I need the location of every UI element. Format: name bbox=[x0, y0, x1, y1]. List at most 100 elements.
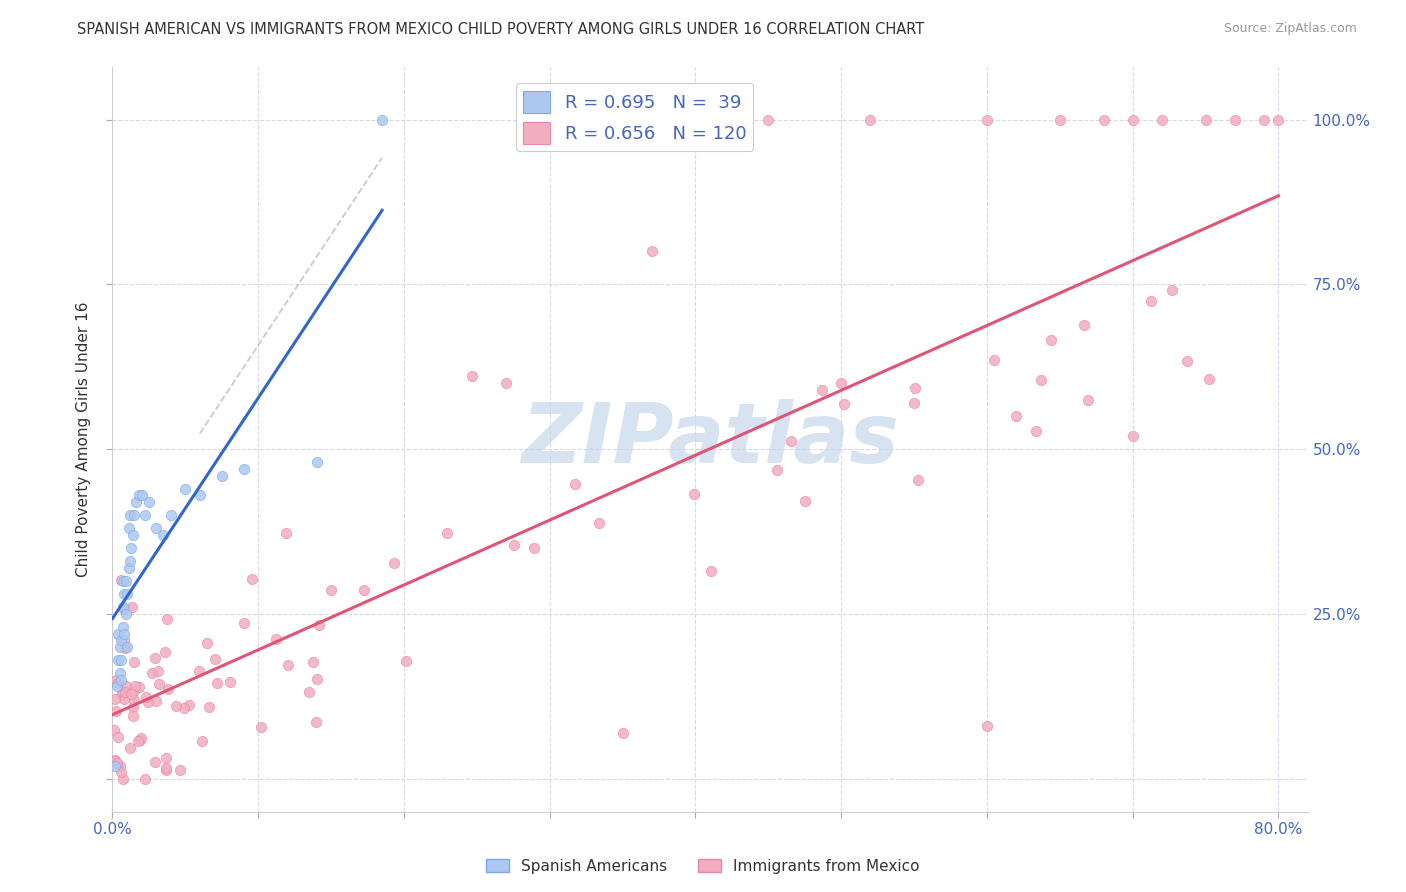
Point bbox=[134, 772, 156, 786]
Point bbox=[1040, 333, 1063, 347]
Point bbox=[114, 607, 136, 621]
Point bbox=[118, 740, 141, 755]
Point bbox=[242, 572, 264, 586]
Point bbox=[115, 587, 138, 601]
Point bbox=[174, 482, 197, 496]
Point bbox=[108, 666, 131, 681]
Point bbox=[188, 488, 211, 502]
Point bbox=[136, 694, 159, 708]
Point bbox=[301, 655, 323, 669]
Point bbox=[131, 488, 153, 502]
Point bbox=[811, 383, 834, 397]
Point bbox=[155, 764, 177, 778]
Point bbox=[232, 462, 254, 476]
Point bbox=[205, 675, 228, 690]
Y-axis label: Child Poverty Among Girls Under 16: Child Poverty Among Girls Under 16 bbox=[76, 301, 91, 577]
Point bbox=[103, 723, 125, 738]
Point bbox=[111, 687, 134, 701]
Point bbox=[1049, 112, 1071, 127]
Text: SPANISH AMERICAN VS IMMIGRANTS FROM MEXICO CHILD POVERTY AMONG GIRLS UNDER 16 CO: SPANISH AMERICAN VS IMMIGRANTS FROM MEXI… bbox=[77, 22, 925, 37]
Point bbox=[503, 538, 526, 552]
Point bbox=[111, 620, 134, 634]
Point bbox=[104, 691, 127, 706]
Point bbox=[117, 521, 139, 535]
Point bbox=[104, 758, 127, 772]
Point bbox=[156, 682, 179, 697]
Point bbox=[122, 528, 145, 542]
Point bbox=[173, 701, 195, 715]
Point bbox=[156, 612, 179, 626]
Point bbox=[128, 732, 150, 747]
Point bbox=[115, 679, 138, 693]
Point bbox=[121, 699, 143, 714]
Point bbox=[461, 369, 484, 384]
Point bbox=[830, 376, 852, 391]
Point bbox=[118, 508, 141, 522]
Point bbox=[983, 353, 1005, 368]
Point bbox=[110, 633, 132, 648]
Point bbox=[107, 730, 129, 744]
Point bbox=[179, 698, 201, 712]
Point bbox=[125, 495, 148, 509]
Point bbox=[107, 626, 129, 640]
Point bbox=[250, 720, 273, 734]
Legend: Spanish Americans, Immigrants from Mexico: Spanish Americans, Immigrants from Mexic… bbox=[481, 853, 925, 880]
Point bbox=[612, 725, 634, 739]
Point bbox=[371, 112, 394, 127]
Point bbox=[907, 473, 929, 487]
Point bbox=[112, 632, 135, 647]
Point bbox=[1175, 354, 1198, 368]
Point bbox=[169, 763, 191, 777]
Point bbox=[141, 666, 163, 681]
Point bbox=[588, 516, 610, 531]
Point bbox=[1077, 393, 1099, 408]
Point bbox=[319, 583, 342, 598]
Point bbox=[152, 528, 174, 542]
Point bbox=[1122, 429, 1144, 443]
Point bbox=[104, 753, 127, 767]
Point bbox=[129, 731, 152, 745]
Point bbox=[794, 493, 817, 508]
Point bbox=[308, 618, 330, 632]
Point bbox=[976, 112, 998, 127]
Point bbox=[112, 587, 135, 601]
Point bbox=[105, 680, 128, 694]
Point bbox=[103, 754, 125, 768]
Point bbox=[121, 600, 143, 615]
Point bbox=[124, 679, 146, 693]
Point bbox=[1267, 112, 1289, 127]
Point bbox=[115, 640, 138, 654]
Point bbox=[111, 574, 134, 588]
Point bbox=[110, 573, 132, 587]
Point bbox=[274, 526, 297, 541]
Point bbox=[218, 674, 240, 689]
Point bbox=[155, 751, 177, 765]
Point bbox=[612, 112, 634, 127]
Point bbox=[121, 708, 143, 723]
Point bbox=[1223, 112, 1246, 127]
Point bbox=[700, 564, 723, 578]
Point bbox=[114, 685, 136, 699]
Point bbox=[495, 376, 517, 391]
Point bbox=[159, 508, 181, 522]
Point bbox=[191, 734, 214, 748]
Point bbox=[108, 640, 131, 654]
Point bbox=[128, 680, 150, 694]
Point bbox=[107, 676, 129, 690]
Point bbox=[859, 112, 882, 127]
Point bbox=[108, 759, 131, 773]
Point bbox=[780, 434, 803, 448]
Point bbox=[134, 508, 156, 522]
Point bbox=[436, 526, 458, 541]
Point bbox=[138, 495, 160, 509]
Point bbox=[111, 689, 134, 703]
Point bbox=[111, 600, 134, 615]
Point bbox=[1092, 112, 1115, 127]
Point bbox=[382, 556, 405, 570]
Point bbox=[1194, 112, 1216, 127]
Point bbox=[104, 704, 127, 718]
Point bbox=[120, 541, 142, 555]
Point bbox=[1140, 293, 1163, 308]
Point bbox=[145, 521, 167, 535]
Point bbox=[277, 658, 299, 673]
